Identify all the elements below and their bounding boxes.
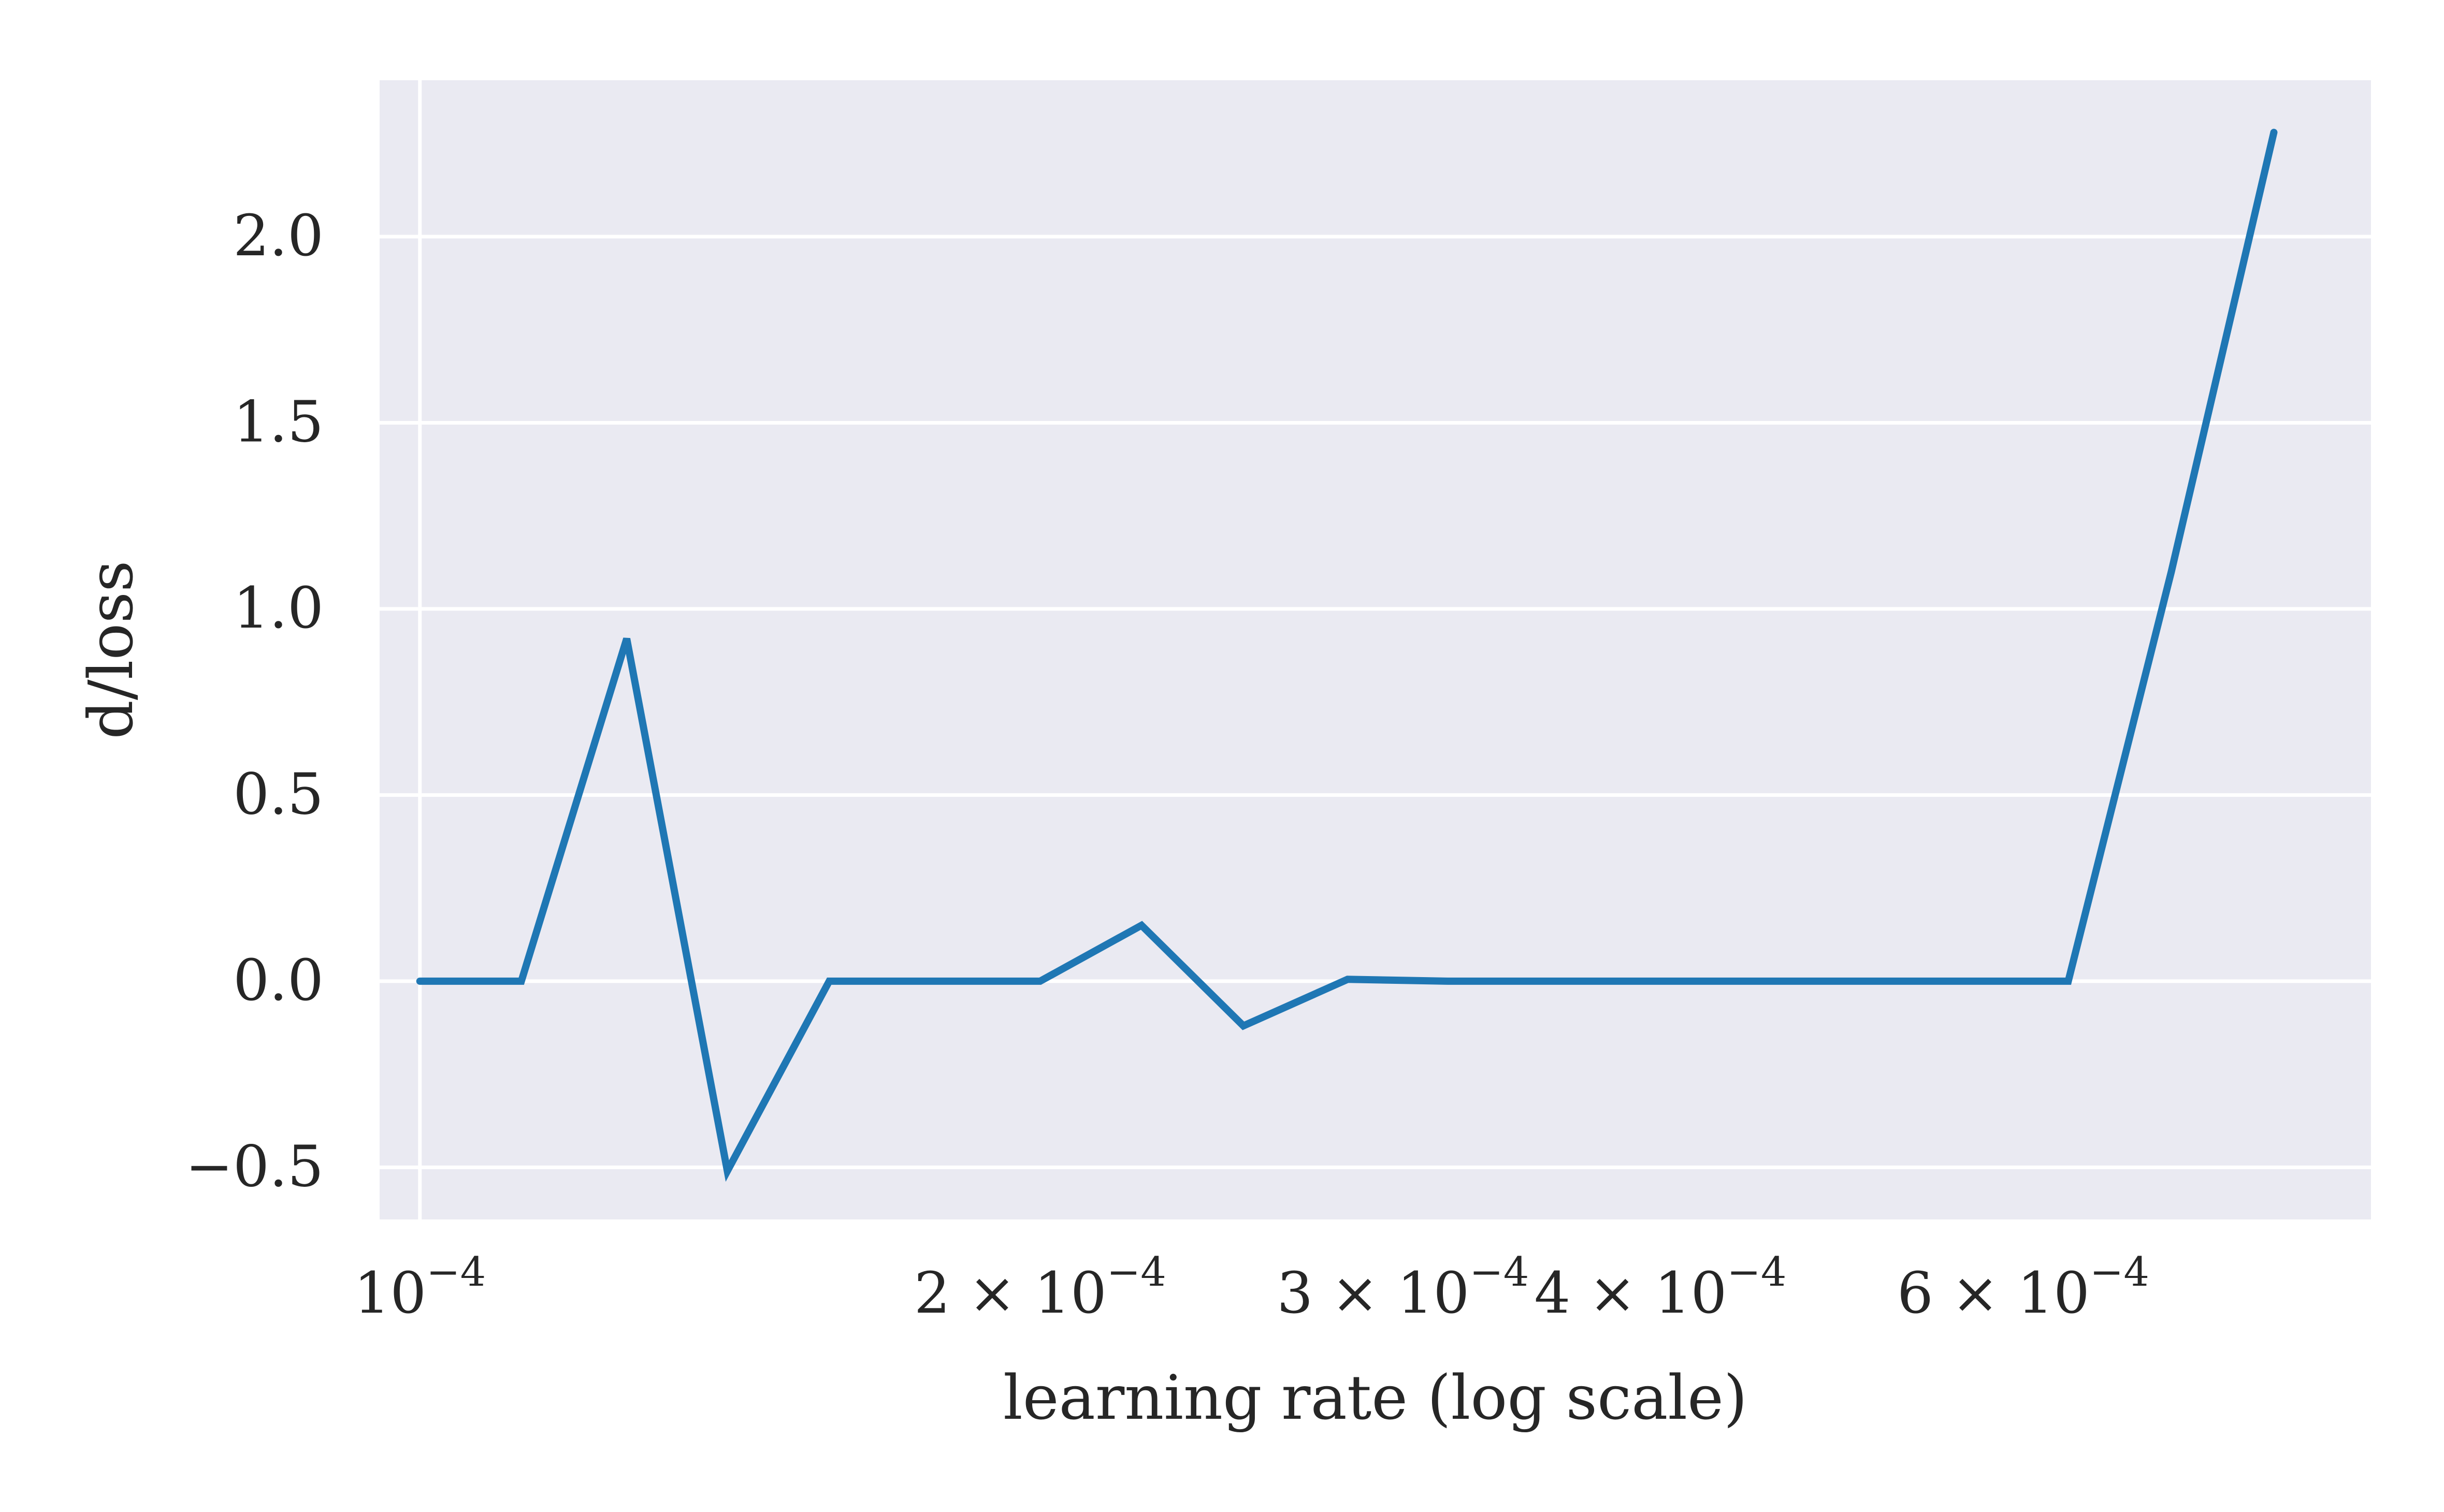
x-tick-exponent: −4 [1469, 1249, 1529, 1296]
x-tick-base: 3 × 10 [1277, 1260, 1469, 1326]
x-tick-label: 6 × 10−4 [1897, 1249, 2149, 1326]
x-tick-label: 3 × 10−4 [1277, 1249, 1529, 1326]
x-tick-label: 10−4 [354, 1249, 486, 1326]
x-tick-label: 2 × 10−4 [914, 1249, 1166, 1326]
tick-labels: −0.50.00.51.01.52.010−4 2 × 10−4 3 × 10−4 4… [185, 202, 2149, 1326]
y-tick-label: 0.5 [233, 761, 324, 827]
x-tick-base: 6 × 10 [1897, 1260, 2090, 1326]
y-tick-label: 1.0 [233, 575, 324, 641]
x-tick-base: 4 × 10 [1534, 1260, 1727, 1326]
x-tick-base: 2 × 10 [914, 1260, 1107, 1326]
y-tick-label: −0.5 [185, 1133, 324, 1199]
plot-area [380, 80, 2371, 1219]
x-tick-exponent: −4 [2090, 1249, 2149, 1296]
y-tick-label: 0.0 [233, 947, 324, 1013]
x-tick-base: 10 [354, 1260, 426, 1326]
x-tick-exponent: −4 [1107, 1249, 1166, 1296]
series-layer [416, 128, 2278, 1182]
x-axis-label: learning rate (log scale) [1003, 1362, 1747, 1433]
y-tick-label: 2.0 [233, 202, 324, 269]
x-tick-label: 4 × 10−4 [1534, 1249, 1786, 1326]
x-tick-exponent: −4 [426, 1249, 486, 1296]
series-line [416, 128, 2278, 1182]
y-tick-label: 1.5 [233, 388, 324, 455]
x-tick-exponent: −4 [1727, 1249, 1786, 1296]
y-axis-label: d/loss [75, 560, 147, 739]
